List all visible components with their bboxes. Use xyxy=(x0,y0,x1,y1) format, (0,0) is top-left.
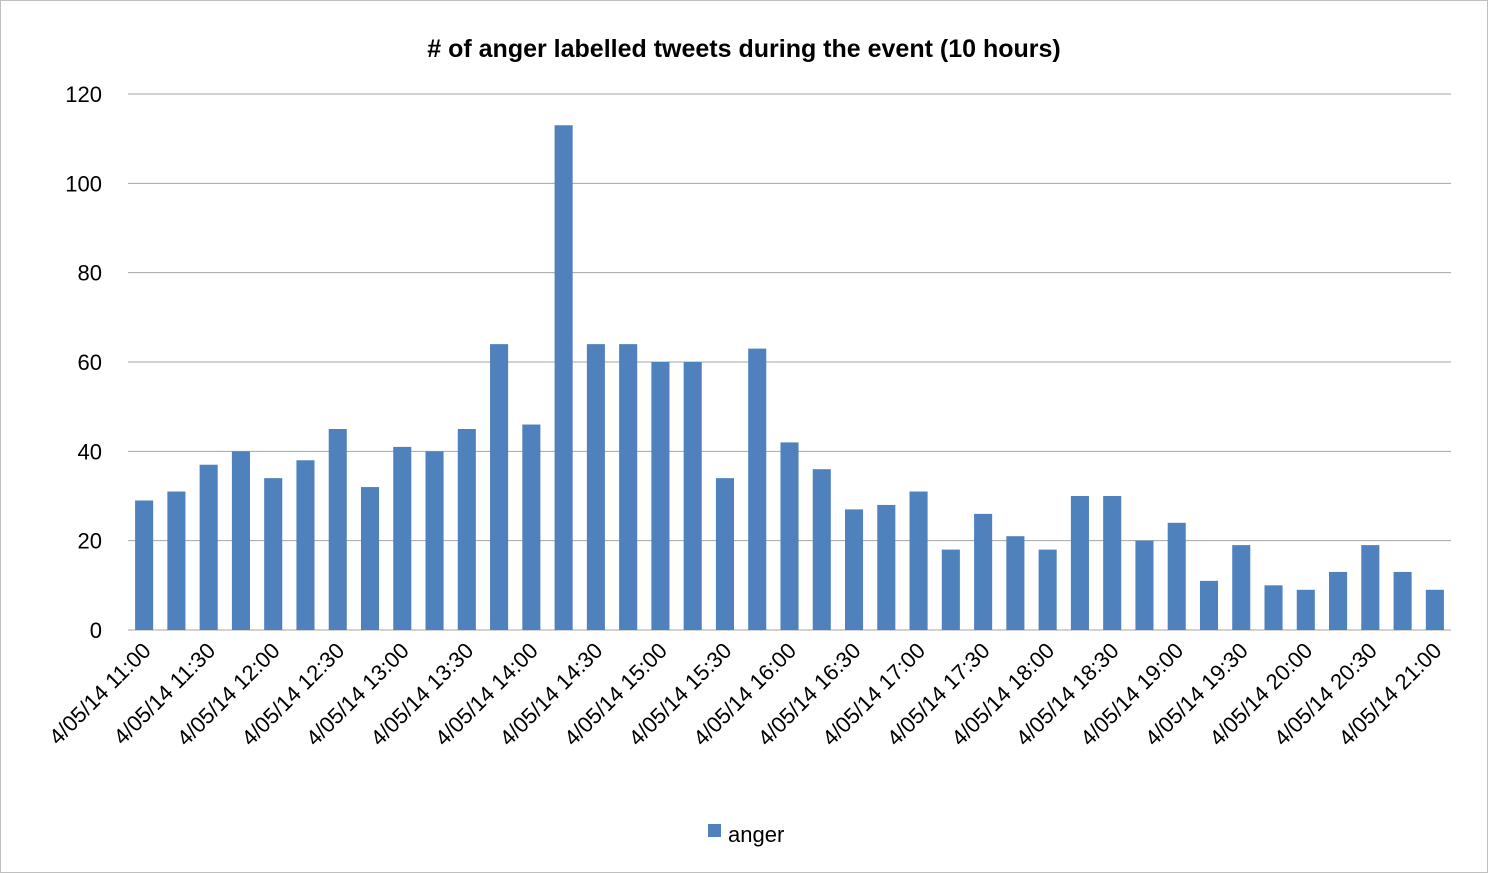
bar xyxy=(845,509,864,630)
bar xyxy=(941,549,960,630)
bar xyxy=(231,451,250,630)
y-axis-ticks: 0 20 40 60 80 100 120 xyxy=(65,82,102,643)
bar xyxy=(135,500,154,630)
bar xyxy=(1264,585,1283,630)
bars xyxy=(135,125,1444,631)
legend-label: anger xyxy=(728,822,784,847)
bar xyxy=(457,429,476,630)
bar xyxy=(360,487,380,630)
y-tick-label: 100 xyxy=(65,171,102,196)
y-tick-label: 20 xyxy=(78,529,102,554)
bar xyxy=(812,469,831,630)
y-tick-label: 60 xyxy=(78,350,102,375)
y-tick-label: 40 xyxy=(78,439,102,464)
bar xyxy=(522,424,541,630)
bar xyxy=(1070,496,1089,630)
bar xyxy=(1232,545,1251,630)
bar xyxy=(1425,589,1444,630)
chart-title: # of anger labelled tweets during the ev… xyxy=(427,35,1060,63)
bar xyxy=(1103,496,1122,630)
bar xyxy=(393,446,412,630)
bar xyxy=(586,344,605,630)
bar xyxy=(780,442,799,630)
bar xyxy=(715,478,734,630)
bar xyxy=(1006,536,1025,630)
legend-swatch xyxy=(708,824,721,837)
bar xyxy=(1296,589,1315,630)
bar xyxy=(1393,571,1412,630)
bar xyxy=(748,348,767,630)
bar xyxy=(328,429,347,630)
bar xyxy=(1199,580,1219,630)
bar xyxy=(167,491,186,630)
bar xyxy=(1361,545,1380,630)
bar xyxy=(554,125,573,631)
bar xyxy=(974,513,993,630)
y-tick-label: 80 xyxy=(78,261,102,286)
bar xyxy=(199,464,218,630)
bar xyxy=(490,344,509,630)
bar xyxy=(1135,540,1154,630)
bar xyxy=(651,362,670,630)
y-tick-label: 0 xyxy=(90,618,102,643)
bar xyxy=(909,491,928,630)
bar xyxy=(619,344,638,630)
bar xyxy=(296,460,315,630)
bar xyxy=(1038,549,1057,630)
bar xyxy=(1329,571,1348,630)
bar xyxy=(1167,522,1186,630)
legend: anger xyxy=(708,822,784,847)
bar xyxy=(877,504,896,630)
y-tick-label: 120 xyxy=(65,82,102,107)
bar xyxy=(683,362,702,630)
x-axis-ticks: 4/05/14 11:004/05/14 11:304/05/14 12:004… xyxy=(44,638,1446,751)
bar xyxy=(264,478,283,630)
bar xyxy=(425,451,444,630)
